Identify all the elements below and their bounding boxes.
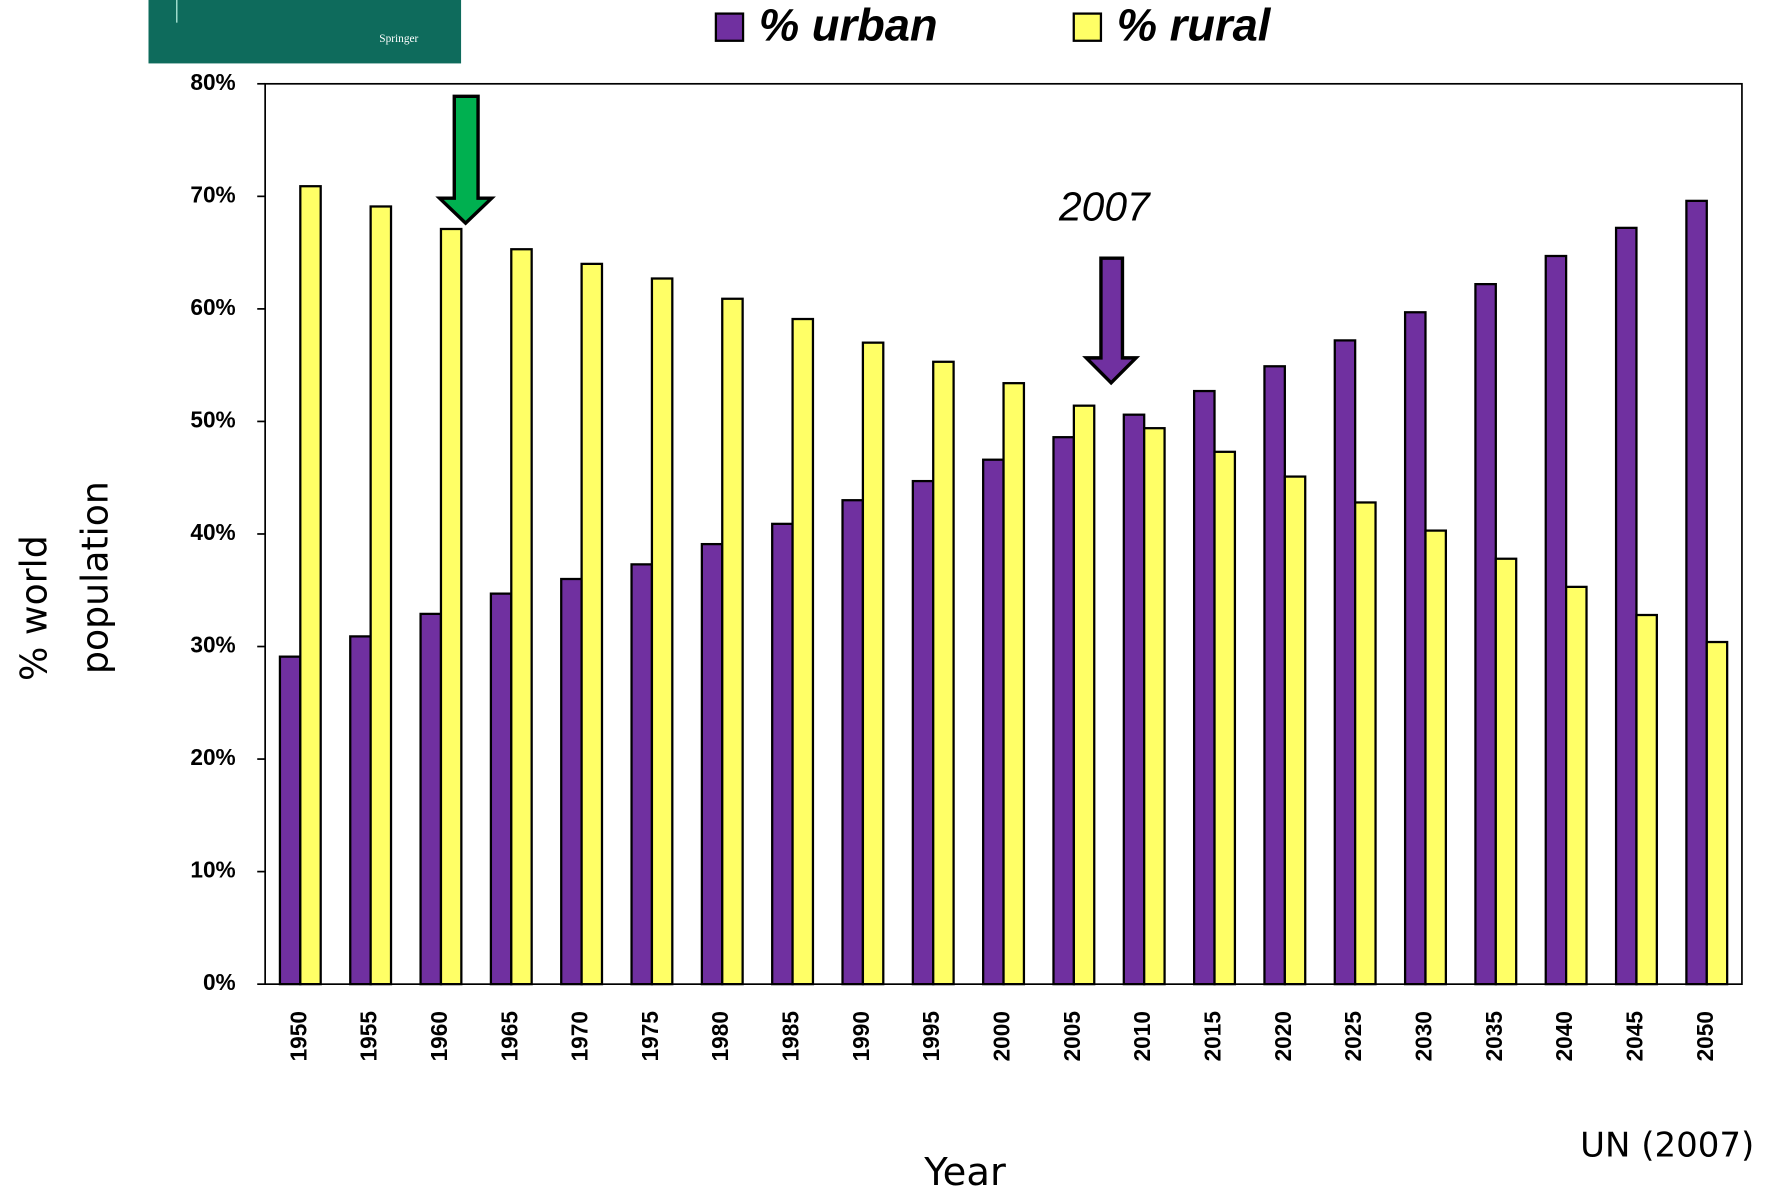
bar bbox=[1213, 450, 1237, 986]
x-tick-label: 1985 bbox=[778, 1011, 804, 1061]
y-tick-label: 60% bbox=[190, 294, 235, 320]
bar bbox=[911, 479, 935, 986]
x-tick-label: 2025 bbox=[1340, 1011, 1366, 1061]
x-tick-label: 2035 bbox=[1481, 1011, 1507, 1061]
bar bbox=[791, 317, 815, 986]
bar bbox=[932, 360, 955, 986]
bar bbox=[1122, 413, 1146, 986]
bar bbox=[1143, 427, 1166, 986]
bar bbox=[1283, 475, 1307, 986]
y-tick-label: 80% bbox=[190, 69, 235, 95]
plot: 0% 10% 20% 30% 40% 50% 60% 70% 80% 1950 1955 1960 19… bbox=[190, 69, 1729, 1061]
y-tick-label: 10% bbox=[190, 857, 235, 883]
bar bbox=[1072, 404, 1096, 986]
bar bbox=[982, 458, 1005, 986]
arrow-2007 bbox=[1082, 256, 1141, 386]
y-tick-label: 40% bbox=[190, 519, 235, 545]
bar bbox=[510, 248, 533, 986]
legend-label: % rural bbox=[1117, 0, 1272, 50]
x-tick-label: 2015 bbox=[1200, 1011, 1226, 1061]
bar bbox=[1494, 557, 1518, 986]
source: UN (2007) bbox=[1580, 1126, 1754, 1166]
x-tick-label: 2005 bbox=[1059, 1011, 1085, 1061]
x-tick-label: 1965 bbox=[496, 1011, 522, 1061]
book-cover: Springer bbox=[148, 0, 462, 64]
x-tick-label: 2040 bbox=[1551, 1011, 1577, 1061]
y-tick-label: 70% bbox=[190, 181, 235, 207]
x-tick-label: 2020 bbox=[1270, 1011, 1296, 1061]
x-tick-label: 2010 bbox=[1129, 1011, 1155, 1061]
bar bbox=[419, 612, 443, 986]
x-tick-label: 1950 bbox=[285, 1011, 311, 1061]
bar bbox=[700, 542, 724, 986]
x-tick-label: 2050 bbox=[1692, 1011, 1718, 1061]
bar bbox=[721, 297, 744, 986]
legend-item: % urban bbox=[714, 0, 938, 50]
bar bbox=[439, 227, 463, 986]
bar bbox=[841, 499, 865, 986]
bar bbox=[650, 277, 674, 986]
bar bbox=[299, 185, 322, 986]
x-tick-label: 1975 bbox=[637, 1011, 663, 1061]
legend-swatch bbox=[714, 12, 745, 42]
x-tick-label: 2045 bbox=[1621, 1011, 1647, 1061]
bar bbox=[1544, 254, 1568, 986]
x-tick-label: 1960 bbox=[426, 1011, 452, 1061]
publisher: Springer bbox=[379, 33, 418, 45]
x-tick-label: 1955 bbox=[356, 1011, 382, 1061]
arrow-1960 bbox=[435, 94, 496, 226]
bar bbox=[771, 522, 794, 986]
x-tick-label: 1990 bbox=[848, 1011, 874, 1061]
legend-swatch bbox=[1072, 12, 1103, 42]
bar bbox=[1424, 529, 1448, 986]
bar bbox=[1474, 282, 1497, 986]
cover-image bbox=[148, 0, 462, 64]
bar bbox=[1002, 382, 1026, 986]
x-tick-label: 1970 bbox=[567, 1011, 593, 1061]
bar bbox=[1564, 585, 1588, 986]
x-tick-label: 2000 bbox=[989, 1011, 1015, 1061]
y-tick-label: 0% bbox=[203, 969, 236, 995]
y-tick-label: 50% bbox=[190, 406, 235, 432]
bar bbox=[1354, 501, 1377, 986]
bar bbox=[861, 341, 885, 986]
bar bbox=[1635, 613, 1658, 986]
y-axis-label: population bbox=[74, 481, 117, 674]
x-tick-label: 1980 bbox=[707, 1011, 733, 1061]
bar bbox=[630, 563, 654, 986]
bar bbox=[278, 655, 302, 986]
bar bbox=[349, 635, 372, 986]
bar bbox=[580, 262, 604, 986]
bar bbox=[560, 577, 583, 986]
bar bbox=[1614, 226, 1638, 986]
bar bbox=[1403, 311, 1427, 986]
y-tick-label: 30% bbox=[190, 632, 235, 658]
bar bbox=[1192, 389, 1216, 986]
legend-item: % rural bbox=[1072, 0, 1272, 50]
bar bbox=[369, 205, 393, 986]
y-axis-label: % world bbox=[12, 535, 55, 681]
bar bbox=[1263, 365, 1286, 986]
annotation: 2007 bbox=[1058, 183, 1151, 229]
bar bbox=[1685, 199, 1708, 986]
x-tick-label: 1995 bbox=[918, 1011, 944, 1061]
x-tick-label: 2030 bbox=[1410, 1011, 1436, 1061]
bar bbox=[1052, 436, 1076, 986]
bar bbox=[1333, 339, 1357, 986]
bar bbox=[1705, 640, 1729, 986]
legend-label: % urban bbox=[759, 0, 938, 50]
y-tick-label: 20% bbox=[190, 744, 235, 770]
bar bbox=[489, 592, 513, 986]
x-axis-label: Year bbox=[923, 1150, 1006, 1188]
